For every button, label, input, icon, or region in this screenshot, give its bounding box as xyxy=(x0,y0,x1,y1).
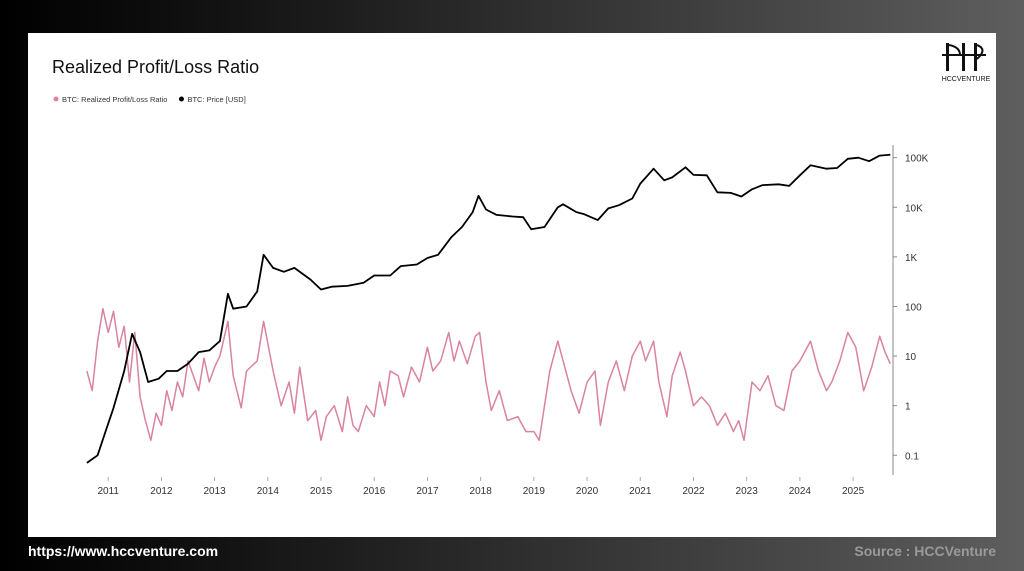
x-tick-label: 2011 xyxy=(97,486,119,497)
logo-text: HCCVENTURE xyxy=(942,76,991,83)
logo-glyph xyxy=(942,44,986,60)
y-tick-label: 10 xyxy=(905,352,917,363)
x-tick-label: 2022 xyxy=(682,486,705,497)
legend-label: BTC: Price [USD] xyxy=(187,95,245,104)
x-tick-label: 2018 xyxy=(470,486,493,497)
series-line xyxy=(86,153,891,464)
legend: BTC: Realized Profit/Loss Ratio BTC: Pric… xyxy=(53,95,246,104)
chart-title: Realized Profit/Loss Ratio xyxy=(52,57,259,77)
x-tick-label: 2017 xyxy=(416,486,439,497)
y-tick-label: 0.1 xyxy=(905,451,919,462)
x-tick-label: 2021 xyxy=(629,486,652,497)
x-tick-label: 2023 xyxy=(736,486,759,497)
y-tick-label: 1K xyxy=(905,253,918,264)
x-tick-label: 2025 xyxy=(842,486,865,497)
x-tick-label: 2024 xyxy=(789,486,812,497)
y-tick-label: 100 xyxy=(905,302,922,313)
y-tick-label: 1 xyxy=(905,402,911,413)
logo-glyph xyxy=(962,43,965,71)
logo-glyph xyxy=(946,43,949,71)
series-line xyxy=(86,307,891,442)
x-tick-label: 2020 xyxy=(576,486,599,497)
x-tick-label: 2012 xyxy=(150,486,173,497)
x-tick-label: 2013 xyxy=(203,486,226,497)
x-tick-label: 2019 xyxy=(523,486,546,497)
logo-glyph xyxy=(974,43,977,71)
panel: Realized Profit/Loss Ratio HCCVENTURE BT… xyxy=(28,33,996,537)
footer-source: Source : HCCVenture xyxy=(854,543,996,559)
footer-url: https://www.hccventure.com xyxy=(28,543,219,559)
legend-marker xyxy=(178,96,184,102)
y-tick-label: 100K xyxy=(905,154,929,165)
x-tick-label: 2016 xyxy=(363,486,386,497)
x-tick-label: 2014 xyxy=(257,486,280,497)
x-tick-label: 2015 xyxy=(310,486,333,497)
chart: Realized Profit/Loss Ratio HCCVENTURE BT… xyxy=(52,43,991,497)
y-tick-label: 10K xyxy=(905,203,923,214)
legend-label: BTC: Realized Profit/Loss Ratio xyxy=(62,95,167,104)
logo: HCCVENTURE xyxy=(942,43,991,83)
legend-marker xyxy=(53,96,59,102)
